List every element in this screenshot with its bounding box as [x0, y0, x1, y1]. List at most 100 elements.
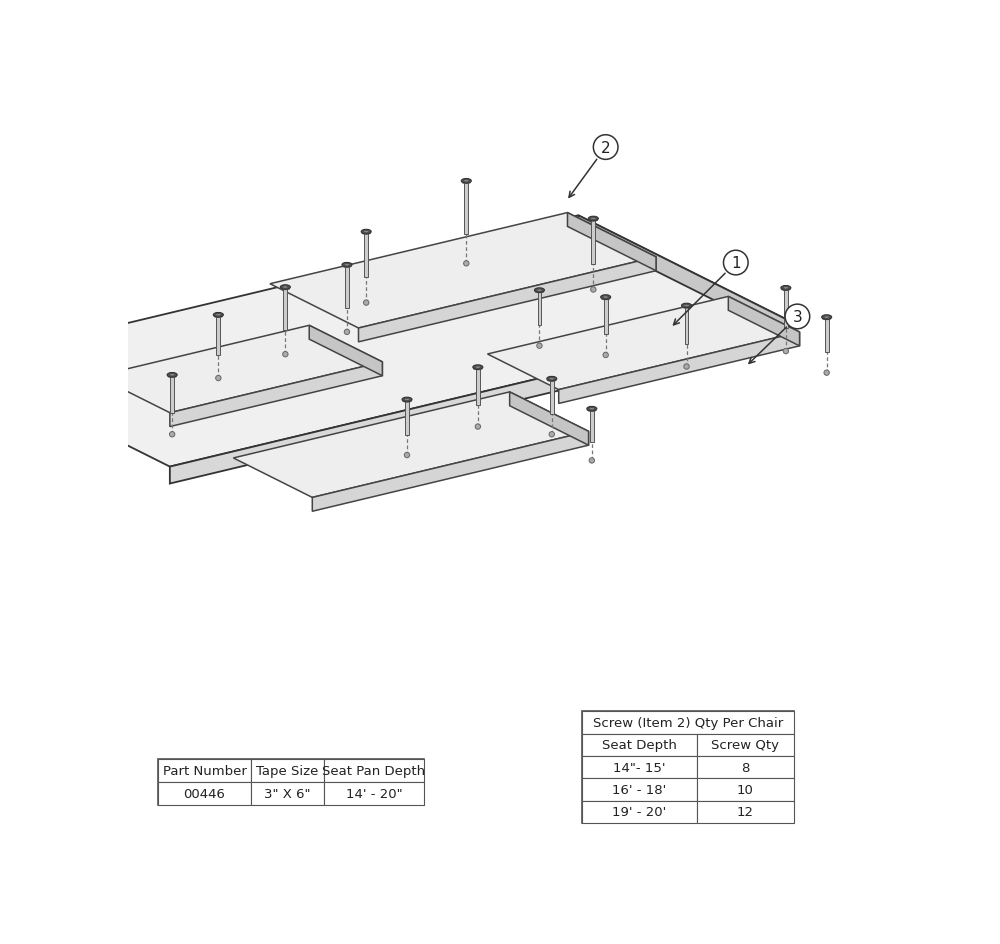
Bar — [216, 317, 220, 356]
Text: 3: 3 — [793, 310, 802, 325]
Text: 8: 8 — [741, 761, 750, 774]
Ellipse shape — [362, 233, 370, 235]
Bar — [697, 734, 794, 756]
Ellipse shape — [280, 285, 290, 290]
Text: 1: 1 — [731, 256, 741, 271]
Ellipse shape — [168, 376, 176, 379]
Ellipse shape — [822, 315, 832, 320]
Ellipse shape — [461, 179, 471, 184]
Bar — [697, 756, 794, 779]
Ellipse shape — [342, 263, 352, 268]
Bar — [170, 377, 174, 413]
Circle shape — [603, 353, 608, 359]
Bar — [158, 783, 251, 805]
Circle shape — [404, 453, 410, 458]
Bar — [158, 759, 251, 783]
Circle shape — [684, 364, 689, 370]
Polygon shape — [233, 393, 589, 497]
Bar — [697, 801, 794, 823]
Text: Screw (Item 2) Qty Per Chair: Screw (Item 2) Qty Per Chair — [593, 716, 783, 730]
Ellipse shape — [547, 377, 557, 381]
Ellipse shape — [474, 368, 482, 370]
Bar — [784, 290, 788, 329]
Text: 19' - 20': 19' - 20' — [612, 805, 667, 818]
Ellipse shape — [464, 180, 469, 183]
Circle shape — [344, 329, 350, 335]
Ellipse shape — [535, 292, 544, 294]
Ellipse shape — [549, 378, 555, 380]
Bar — [582, 779, 697, 801]
Text: Screw Qty: Screw Qty — [711, 738, 779, 751]
Text: 10: 10 — [737, 784, 754, 797]
Text: 00446: 00446 — [184, 787, 225, 801]
Circle shape — [593, 136, 618, 160]
Bar — [582, 756, 697, 779]
Bar — [538, 293, 541, 327]
Circle shape — [591, 288, 596, 293]
Bar — [345, 267, 349, 309]
Bar — [324, 759, 424, 783]
Polygon shape — [270, 213, 656, 329]
Polygon shape — [97, 326, 382, 413]
Ellipse shape — [213, 313, 223, 318]
Bar — [825, 319, 829, 353]
Circle shape — [475, 425, 481, 430]
Text: 3" X 6": 3" X 6" — [264, 787, 311, 801]
Bar — [251, 783, 324, 805]
Ellipse shape — [214, 316, 223, 318]
Bar — [591, 221, 595, 264]
Bar — [550, 380, 554, 414]
Circle shape — [364, 300, 369, 306]
Text: 12: 12 — [737, 805, 754, 818]
Text: 2: 2 — [601, 141, 610, 156]
Bar — [464, 183, 468, 234]
Circle shape — [169, 432, 175, 437]
Bar — [582, 801, 697, 823]
Bar — [582, 712, 794, 823]
Circle shape — [549, 432, 554, 437]
Bar — [283, 290, 287, 330]
Ellipse shape — [169, 374, 175, 377]
Circle shape — [783, 349, 789, 354]
Ellipse shape — [344, 264, 350, 266]
Ellipse shape — [587, 407, 597, 412]
Bar — [476, 369, 480, 406]
Text: 16' - 18': 16' - 18' — [612, 784, 667, 797]
Circle shape — [785, 305, 810, 329]
Ellipse shape — [781, 286, 791, 291]
Bar — [590, 411, 594, 442]
Ellipse shape — [601, 295, 611, 300]
Ellipse shape — [403, 400, 411, 403]
Ellipse shape — [462, 182, 471, 184]
Ellipse shape — [473, 365, 483, 370]
Ellipse shape — [475, 366, 481, 369]
Polygon shape — [309, 326, 382, 377]
Polygon shape — [578, 216, 786, 337]
Ellipse shape — [343, 266, 351, 268]
Polygon shape — [170, 362, 382, 427]
Ellipse shape — [534, 289, 544, 293]
Circle shape — [216, 376, 221, 381]
Polygon shape — [510, 393, 589, 446]
Ellipse shape — [404, 398, 410, 401]
Text: Part Number: Part Number — [163, 765, 246, 778]
Ellipse shape — [363, 231, 369, 233]
Ellipse shape — [782, 289, 790, 291]
Ellipse shape — [281, 288, 290, 291]
Polygon shape — [728, 297, 800, 346]
Text: 14' - 20": 14' - 20" — [346, 787, 402, 801]
Text: Tape Size: Tape Size — [256, 765, 318, 778]
Polygon shape — [0, 216, 786, 467]
Polygon shape — [359, 258, 656, 343]
Bar — [582, 734, 697, 756]
Bar — [324, 783, 424, 805]
Bar — [697, 779, 794, 801]
Circle shape — [283, 352, 288, 358]
Polygon shape — [559, 332, 800, 404]
FancyBboxPatch shape — [158, 759, 424, 805]
Polygon shape — [312, 431, 589, 512]
Bar — [405, 401, 409, 435]
Ellipse shape — [601, 298, 610, 300]
Circle shape — [537, 344, 542, 349]
Ellipse shape — [603, 296, 608, 299]
